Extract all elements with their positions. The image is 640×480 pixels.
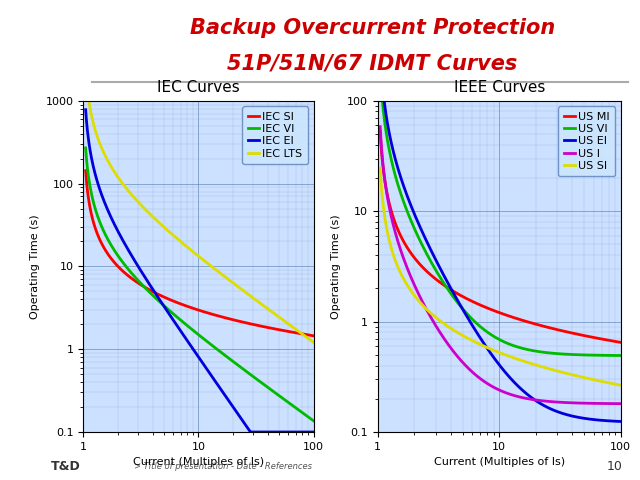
Line: IEC EI: IEC EI <box>86 110 314 432</box>
US EI <box>617 419 625 424</box>
Line: US I: US I <box>380 127 621 404</box>
X-axis label: Current (Multiples of Is): Current (Multiples of Is) <box>133 457 264 467</box>
IEC SI <box>190 306 198 312</box>
IEC EI <box>305 429 312 435</box>
Text: 51P/51N/67 IDMT Curves: 51P/51N/67 IDMT Curves <box>227 54 517 73</box>
IEC SI <box>82 168 90 173</box>
US VI <box>376 67 384 72</box>
Y-axis label: Operating Time (s): Operating Time (s) <box>332 214 341 319</box>
US I <box>491 385 499 391</box>
Line: IEC SI: IEC SI <box>86 170 314 336</box>
Line: IEC VI: IEC VI <box>86 148 314 421</box>
US MI <box>376 129 384 134</box>
US I <box>520 395 527 401</box>
US I <box>376 124 384 130</box>
Title: IEEE Curves: IEEE Curves <box>454 81 545 96</box>
US VI <box>573 352 581 358</box>
IEC EI <box>190 348 198 353</box>
IEC VI <box>218 349 225 355</box>
IEC LTS <box>191 251 199 256</box>
IEC SI <box>304 332 312 338</box>
US EI <box>573 414 581 420</box>
US SI <box>611 381 619 387</box>
IEC LTS <box>218 271 225 277</box>
Legend: US MI, US VI, US EI, US I, US SI: US MI, US VI, US EI, US I, US SI <box>558 107 615 176</box>
IEC EI <box>205 369 213 375</box>
IEC EI <box>269 429 276 435</box>
IEC EI <box>310 429 317 435</box>
US VI <box>520 346 527 351</box>
US VI <box>491 334 499 340</box>
IEC SI <box>310 333 317 339</box>
US EI <box>611 419 619 424</box>
US VI <box>611 353 619 359</box>
IEC SI <box>269 325 276 331</box>
US MI <box>520 318 527 324</box>
US I <box>617 401 625 407</box>
IEC VI <box>191 329 199 335</box>
IEC EI <box>218 387 225 393</box>
Text: 10: 10 <box>606 460 622 473</box>
US EI <box>491 356 499 361</box>
IEC LTS <box>310 339 317 345</box>
IEC LTS <box>304 336 312 341</box>
IEC LTS <box>190 250 198 255</box>
US MI <box>506 313 514 319</box>
US EI <box>506 375 514 381</box>
IEC VI <box>190 328 198 334</box>
IEC EI <box>82 107 90 113</box>
Text: > Title of presentation - Date - References: > Title of presentation - Date - Referen… <box>134 462 312 471</box>
US I <box>611 401 619 407</box>
US MI <box>617 339 625 345</box>
Line: US SI: US SI <box>380 168 621 385</box>
US MI <box>492 309 500 314</box>
US SI <box>506 354 514 360</box>
US I <box>573 400 581 406</box>
US I <box>506 392 514 397</box>
IEC EI <box>246 429 254 435</box>
US SI <box>520 358 527 364</box>
US SI <box>492 348 500 354</box>
IEC LTS <box>82 73 90 79</box>
IEC SI <box>205 311 213 316</box>
Title: IEC Curves: IEC Curves <box>157 81 240 96</box>
US I <box>492 385 500 391</box>
IEC LTS <box>269 310 276 315</box>
US MI <box>491 308 499 314</box>
US EI <box>520 388 527 394</box>
US VI <box>492 335 500 340</box>
US VI <box>506 342 514 348</box>
IEC SI <box>191 306 199 312</box>
US MI <box>573 331 581 337</box>
IEC EI <box>191 349 199 355</box>
Text: AREVA: AREVA <box>12 60 33 65</box>
Line: US VI: US VI <box>380 70 621 356</box>
IEC SI <box>218 314 225 320</box>
IEC VI <box>310 418 317 424</box>
US EI <box>376 65 384 71</box>
US SI <box>617 383 625 388</box>
Line: US EI: US EI <box>380 68 621 421</box>
Text: A: A <box>15 24 29 43</box>
US EI <box>492 358 500 363</box>
IEC VI <box>205 340 213 346</box>
X-axis label: Current (Multiples of Is): Current (Multiples of Is) <box>434 457 564 467</box>
Line: US MI: US MI <box>380 132 621 342</box>
IEC VI <box>269 388 276 394</box>
US SI <box>376 165 384 171</box>
Legend: IEC SI, IEC VI, IEC EI, IEC LTS: IEC SI, IEC VI, IEC EI, IEC LTS <box>243 107 308 164</box>
IEC LTS <box>205 262 213 267</box>
Y-axis label: Operating Time (s): Operating Time (s) <box>30 214 40 319</box>
Text: T&D: T&D <box>51 460 81 473</box>
US VI <box>617 353 625 359</box>
Text: Backup Overcurrent Protection: Backup Overcurrent Protection <box>189 18 555 37</box>
US SI <box>573 373 581 379</box>
US MI <box>611 338 619 344</box>
IEC VI <box>82 145 90 151</box>
Line: IEC LTS: IEC LTS <box>86 76 314 342</box>
US SI <box>491 348 499 353</box>
IEC VI <box>304 414 312 420</box>
